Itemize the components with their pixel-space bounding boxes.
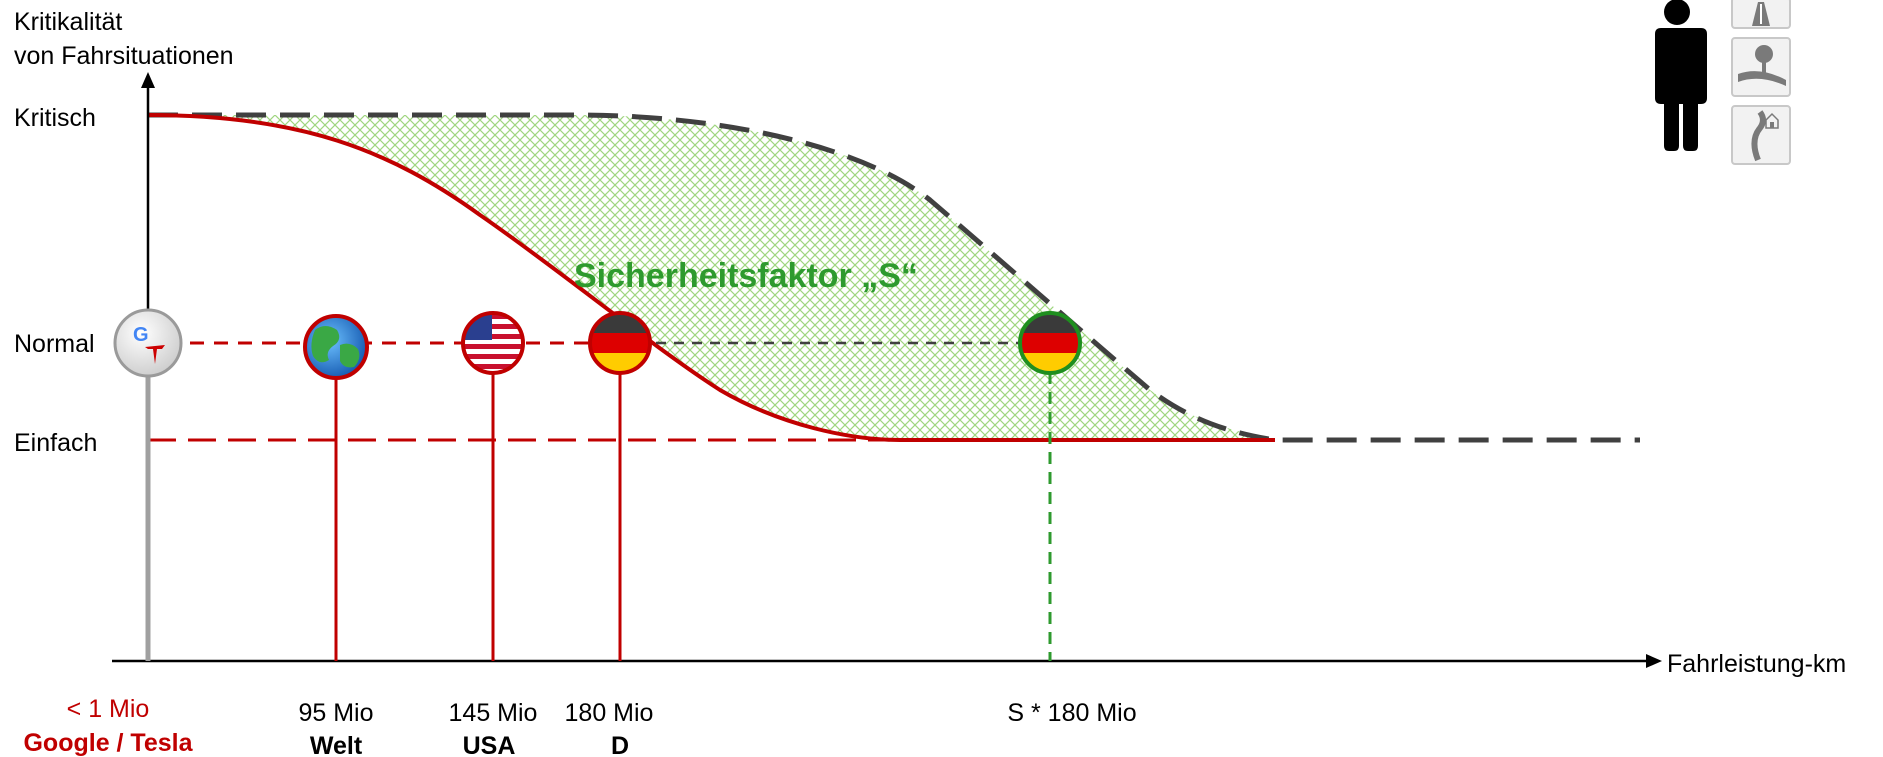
marker-km-usa: 145 Mio <box>449 699 538 727</box>
marker-name-usa: USA <box>463 732 516 757</box>
dashed-human-curve <box>148 112 1640 443</box>
safety-factor-region <box>148 115 1275 440</box>
x-axis-label: Fahrleistung-km <box>1667 650 1846 678</box>
us-flag-marker <box>461 311 525 375</box>
marker-name-welt: Welt <box>310 732 363 757</box>
urban-road-icon <box>1731 105 1791 165</box>
tesla-t-icon <box>145 345 165 364</box>
rural-road-icon <box>1731 37 1791 97</box>
level-normal: Normal <box>14 330 95 358</box>
highway-road-icon <box>1731 0 1791 29</box>
y-axis-label-line1: Kritikalität <box>14 8 122 36</box>
german-flag-marker-d <box>588 311 652 375</box>
marker-name-d: D <box>611 732 629 757</box>
person-icon <box>1653 0 1707 151</box>
level-kritisch: Kritisch <box>14 104 96 132</box>
safety-factor-label: Sicherheitsfaktor „S“ <box>574 257 918 295</box>
german-flag-marker-s <box>1018 311 1082 375</box>
google-tesla-marker: G <box>113 308 183 378</box>
marker-km-google-tesla: < 1 Mio <box>67 695 150 723</box>
google-g-icon: G <box>133 324 149 346</box>
red-system-curve <box>147 113 1275 442</box>
level-einfach: Einfach <box>14 429 97 457</box>
y-axis-arrow <box>141 72 155 88</box>
y-axis-label-line2: von Fahrsituationen <box>14 42 234 70</box>
marker-km-s: S * 180 Mio <box>1007 699 1136 727</box>
x-axis-arrow <box>1646 654 1662 668</box>
marker-km-welt: 95 Mio <box>298 699 373 727</box>
globe-marker <box>303 314 369 380</box>
marker-km-d: 180 Mio <box>565 699 654 727</box>
marker-name-google-tesla: Google / Tesla <box>23 729 193 757</box>
